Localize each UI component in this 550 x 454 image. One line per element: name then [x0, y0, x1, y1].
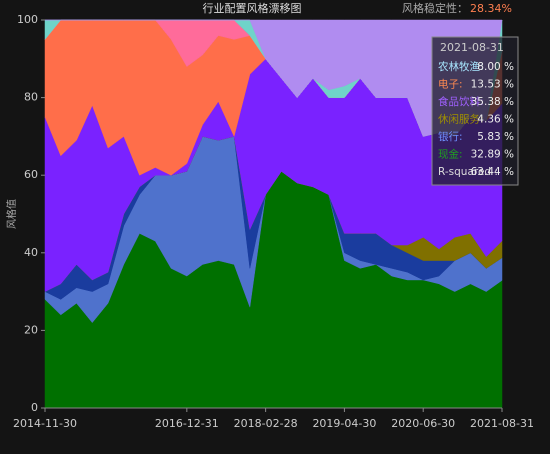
- chart-title: 行业配置风格漂移图: [203, 1, 302, 15]
- x-tick-label: 2018-02-28: [234, 417, 298, 430]
- x-tick-label: 2021-08-31: [470, 417, 534, 430]
- tooltip-label: 电子:: [438, 78, 463, 91]
- tooltip-value: 4.36 %: [477, 114, 514, 126]
- y-tick-label: 80: [24, 91, 38, 104]
- tooltip-label: 现金:: [438, 148, 463, 161]
- tooltip-value: 8.00 %: [477, 61, 514, 73]
- areas: [44, 19, 503, 409]
- stability-value: 28.34%: [470, 2, 512, 15]
- x-tick-label: 2019-04-30: [312, 417, 376, 430]
- tooltip-value: 35.38 %: [471, 96, 514, 108]
- x-tick-label: 2016-12-31: [155, 417, 219, 430]
- axes: 0 20 40 60 80 100 2014-11-30 2016-12-31 2018-02-…: [13, 13, 534, 430]
- tooltip-value: 13.53 %: [471, 79, 514, 91]
- tooltip-value: 63.44 %: [471, 166, 514, 178]
- tooltip-box: [431, 36, 519, 186]
- y-tick-label: 0: [31, 401, 38, 414]
- y-tick-label: 100: [17, 13, 38, 26]
- tooltip-label: 农林牧渔:: [438, 60, 484, 73]
- tooltip-label: 休闲服务:: [438, 113, 484, 126]
- x-tick-label: 2014-11-30: [13, 417, 77, 430]
- tooltip: 2021-08-31 农林牧渔:8.00 % 电子: 13.53 % 食品饮料:35.3…: [431, 36, 519, 186]
- tooltip-label: 银行:: [438, 130, 463, 143]
- x-tick-label: 2020-06-30: [391, 417, 455, 430]
- area: [45, 19, 503, 137]
- tooltip-value: 5.83 %: [477, 131, 514, 143]
- y-tick-label: 40: [24, 246, 38, 259]
- tooltip-label: R-squared :: [438, 166, 498, 178]
- tooltip-title: 2021-08-31: [440, 41, 504, 54]
- tooltip-value: 32.89 %: [471, 149, 514, 161]
- y-axis-label: 风格值: [5, 199, 18, 229]
- y-tick-label: 60: [24, 168, 38, 181]
- stability-label: 风格稳定性：: [402, 1, 468, 15]
- y-tick-label: 20: [24, 323, 38, 336]
- tooltip-label: 食品饮料:: [438, 95, 484, 108]
